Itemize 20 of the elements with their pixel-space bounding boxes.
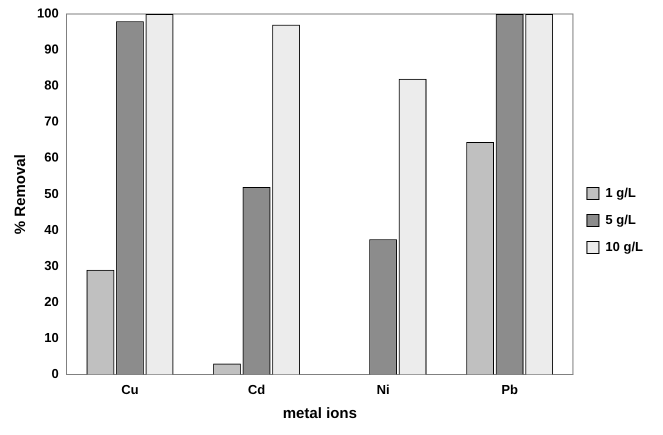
y-tick-label: 40: [44, 222, 59, 237]
x-tick-label: Ni: [376, 382, 390, 397]
y-tick-label: 50: [44, 186, 59, 201]
x-tick-label: Cu: [121, 382, 139, 397]
x-tick-label: Cd: [248, 382, 266, 397]
y-tick-label: 60: [44, 150, 59, 165]
y-tick-label: 10: [44, 330, 59, 345]
legend-label: 10 g/L: [605, 239, 644, 254]
y-tick-label: 100: [36, 6, 59, 21]
y-tick-label: 70: [44, 114, 59, 129]
y-tick-label: 30: [44, 258, 59, 273]
x-tick-label: Pb: [501, 382, 518, 397]
y-tick-label: 90: [44, 42, 59, 57]
y-tick-label: 20: [44, 294, 59, 309]
y-axis-title: % Removal: [12, 154, 30, 234]
y-tick-label: 80: [44, 78, 59, 93]
legend-label: 5 g/L: [605, 212, 636, 228]
legend-label: 1 g/L: [605, 185, 636, 200]
y-tick-label: 0: [51, 366, 59, 381]
x-axis-title: metal ions: [282, 405, 357, 422]
